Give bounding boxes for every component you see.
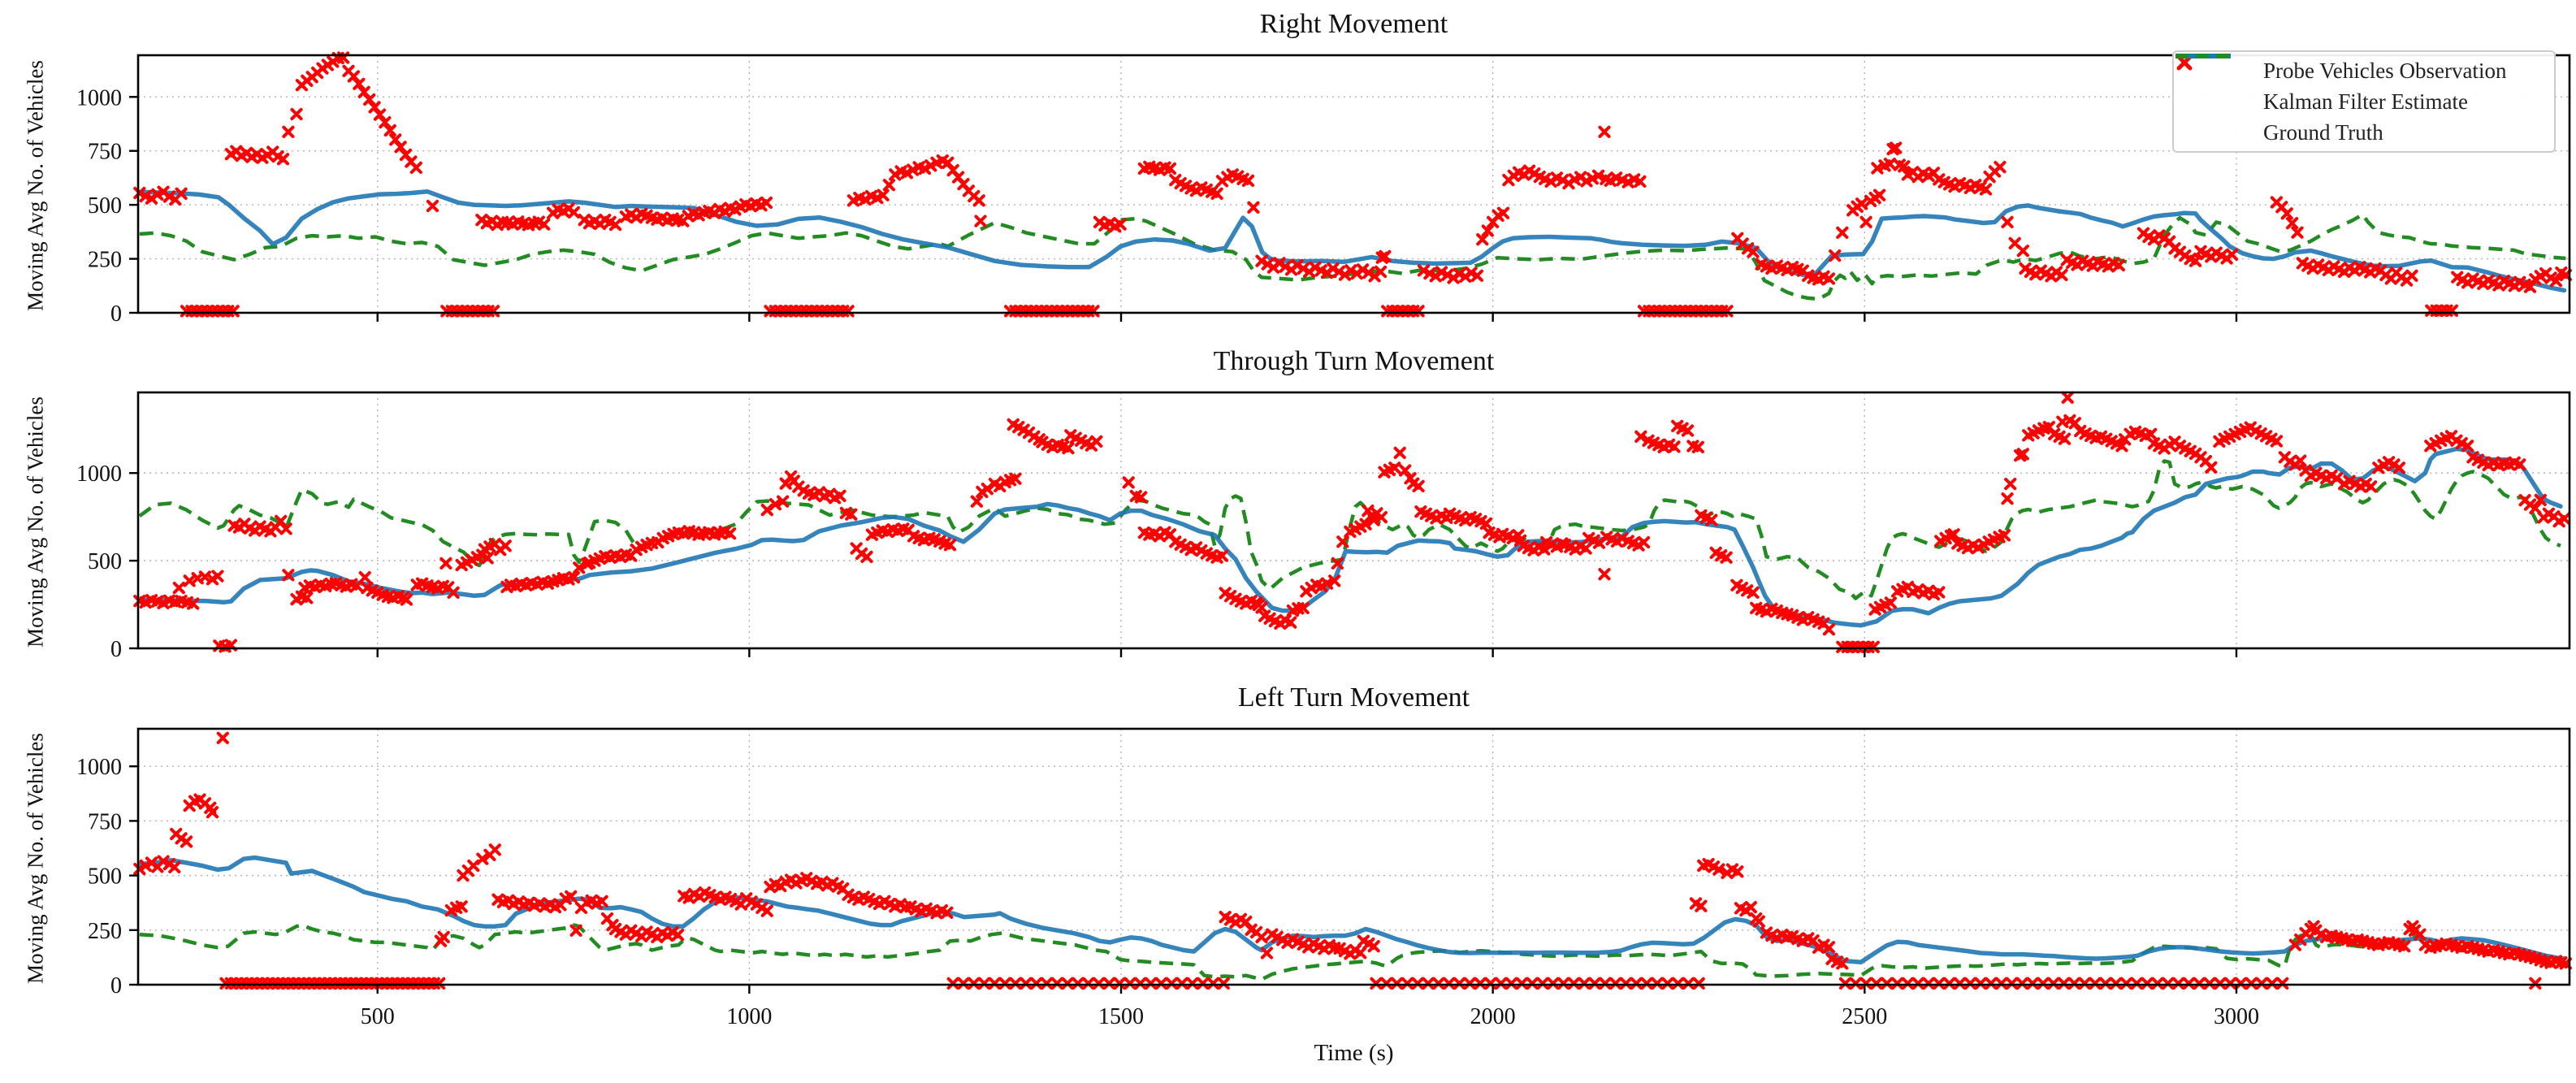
x-tick-label: 1500 (1098, 1004, 1144, 1029)
y-axis-label-through-turn: Moving Avg No. of Vehicles (23, 396, 48, 648)
probe-observation-markers (133, 391, 2571, 653)
y-tick-label: 1000 (76, 85, 122, 110)
ground-truth-line (139, 212, 2566, 301)
y-axis-label-left-turn: Moving Avg No. of Vehicles (23, 733, 48, 984)
y-tick-label: 0 (110, 973, 122, 999)
chart-1: 0 250 500 750 1000 (76, 51, 2572, 327)
y-tick-label: 250 (88, 248, 122, 273)
ground-truth-line (139, 923, 2565, 981)
probe-observation-markers (133, 51, 2572, 318)
x-tick-label: 2000 (1470, 1004, 1516, 1029)
y-axis-label-right-movement: Moving Avg No. of Vehicles (23, 60, 48, 311)
legend-label-kalman: Kalman Filter Estimate (2263, 89, 2468, 114)
probe-observation-markers (133, 731, 2572, 990)
legend-item-kalman: Kalman Filter Estimate (2176, 54, 2546, 117)
y-tick-label: 500 (88, 549, 122, 574)
x-tick-label: 1000 (726, 1004, 772, 1029)
legend-label-probe: Probe Vehicles Observation (2263, 58, 2507, 83)
y-tick-label: 1000 (76, 755, 122, 780)
kalman-filter-line (137, 188, 2567, 293)
y-tick-label: 750 (88, 140, 122, 165)
y-tick-label: 750 (88, 809, 122, 834)
legend: Probe Vehicles Observation Kalman Filter… (2172, 50, 2556, 153)
chart-title-left-turn-movement: Left Turn Movement (1237, 682, 1470, 713)
y-tick-label: 0 (110, 637, 122, 662)
legend-item-probe: Probe Vehicles Observation (2176, 54, 2546, 86)
chart-2: 0 500 1000 (76, 391, 2571, 662)
chart-3: 0 250 500 750 1000 500 1000 1500 2000 2500 3000 (76, 727, 2572, 1029)
x-tick-label: 500 (361, 1004, 395, 1029)
y-tick-label: 500 (88, 864, 122, 890)
y-tick-label: 1000 (76, 461, 122, 487)
y-tick-label: 0 (110, 301, 122, 327)
y-tick-label: 250 (88, 919, 122, 944)
x-tick-label: 2500 (1842, 1004, 1887, 1029)
x-tick-label: 3000 (2214, 1004, 2259, 1029)
legend-label-ground-truth: Ground Truth (2263, 119, 2383, 145)
legend-item-ground-truth: Ground Truth (2176, 54, 2546, 148)
x-axis-label: Time (s) (1314, 1040, 1394, 1066)
y-tick-label: 500 (88, 193, 122, 219)
chart-title-through-turn-movement: Through Turn Movement (1213, 346, 1495, 376)
chart-title-right-movement: Right Movement (1259, 9, 1448, 39)
kalman-filter-line (137, 446, 2563, 628)
